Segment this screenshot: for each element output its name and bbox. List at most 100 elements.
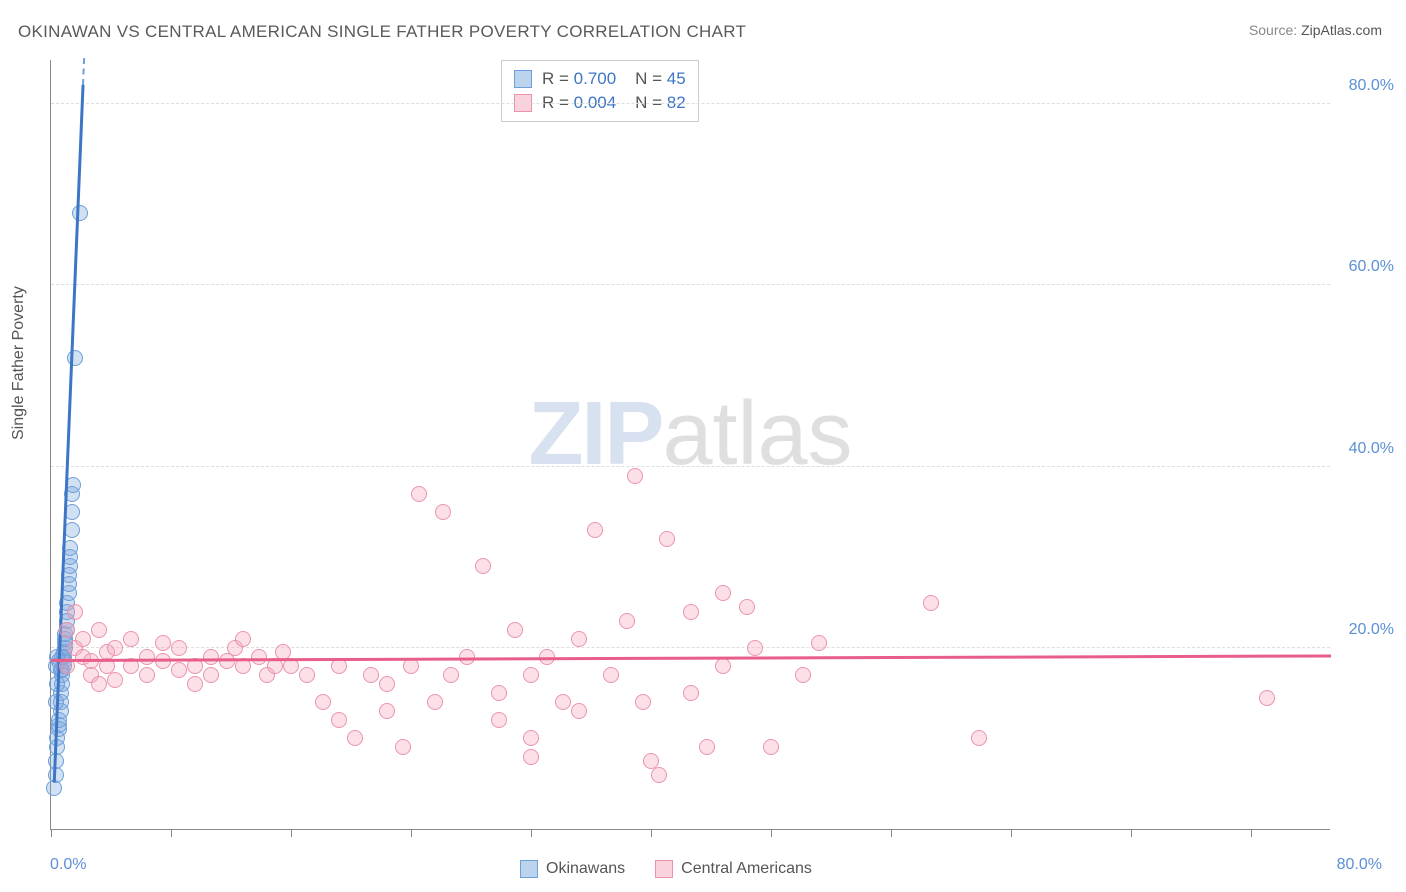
- corr-text: R = 0.700 N = 45: [542, 69, 686, 89]
- scatter-point: [571, 703, 587, 719]
- scatter-point: [219, 653, 235, 669]
- legend-item: Okinawans: [520, 860, 625, 878]
- scatter-point: [523, 749, 539, 765]
- scatter-point: [763, 739, 779, 755]
- scatter-point: [523, 730, 539, 746]
- scatter-point: [75, 631, 91, 647]
- scatter-point: [171, 662, 187, 678]
- scatter-point: [107, 640, 123, 656]
- y-tick-label: 80.0%: [1349, 77, 1394, 95]
- corr-row: R = 0.700 N = 45: [514, 67, 686, 91]
- scatter-point: [435, 504, 451, 520]
- scatter-point: [91, 676, 107, 692]
- scatter-point: [475, 558, 491, 574]
- scatter-point: [699, 739, 715, 755]
- chart-title: OKINAWAN VS CENTRAL AMERICAN SINGLE FATH…: [18, 22, 746, 42]
- plot-area: ZIPatlas R = 0.700 N = 45 R = 0.004 N = …: [50, 60, 1330, 830]
- scatter-point: [155, 635, 171, 651]
- scatter-point: [923, 595, 939, 611]
- scatter-point: [747, 640, 763, 656]
- x-tick: [891, 829, 892, 837]
- scatter-point: [123, 631, 139, 647]
- scatter-point: [683, 604, 699, 620]
- scatter-point: [315, 694, 331, 710]
- scatter-point: [203, 649, 219, 665]
- scatter-point: [59, 622, 75, 638]
- scatter-point: [46, 780, 62, 796]
- scatter-point: [811, 635, 827, 651]
- scatter-point: [251, 649, 267, 665]
- scatter-point: [235, 631, 251, 647]
- legend-label: Okinawans: [546, 860, 625, 878]
- scatter-point: [403, 658, 419, 674]
- scatter-point: [971, 730, 987, 746]
- r-label: R =: [542, 69, 569, 88]
- scatter-point: [443, 667, 459, 683]
- watermark-zip: ZIP: [528, 384, 662, 484]
- scatter-point: [715, 585, 731, 601]
- n-value: 45: [667, 69, 686, 88]
- y-tick-label: 40.0%: [1349, 440, 1394, 458]
- x-tick: [1251, 829, 1252, 837]
- source-attribution: Source: ZipAtlas.com: [1249, 22, 1382, 38]
- scatter-point: [91, 622, 107, 638]
- x-tick: [771, 829, 772, 837]
- source-label: Source:: [1249, 22, 1297, 38]
- y-tick-label: 20.0%: [1349, 621, 1394, 639]
- gridline: [51, 103, 1330, 104]
- scatter-point: [627, 468, 643, 484]
- x-tick: [291, 829, 292, 837]
- x-tick: [411, 829, 412, 837]
- r-value: 0.700: [574, 69, 617, 88]
- scatter-point: [715, 658, 731, 674]
- correlation-box: R = 0.700 N = 45 R = 0.004 N = 82: [501, 60, 699, 122]
- scatter-point: [571, 631, 587, 647]
- scatter-point: [587, 522, 603, 538]
- watermark-atlas: atlas: [662, 384, 852, 484]
- scatter-point: [187, 676, 203, 692]
- x-tick: [1131, 829, 1132, 837]
- x-tick: [651, 829, 652, 837]
- scatter-point: [411, 486, 427, 502]
- scatter-point: [139, 649, 155, 665]
- scatter-point: [491, 712, 507, 728]
- scatter-point: [603, 667, 619, 683]
- scatter-point: [491, 685, 507, 701]
- n-label: N =: [635, 69, 662, 88]
- scatter-point: [739, 599, 755, 615]
- scatter-point: [683, 685, 699, 701]
- legend-label: Central Americans: [681, 860, 812, 878]
- legend-item: Central Americans: [655, 860, 812, 878]
- scatter-point: [139, 667, 155, 683]
- x-tick: [1011, 829, 1012, 837]
- scatter-point: [363, 667, 379, 683]
- scatter-point: [1259, 690, 1275, 706]
- swatch-icon: [514, 70, 532, 88]
- scatter-point: [659, 531, 675, 547]
- x-axis-origin-label: 0.0%: [50, 856, 86, 874]
- scatter-point: [299, 667, 315, 683]
- scatter-point: [507, 622, 523, 638]
- y-axis-label: Single Father Poverty: [10, 286, 28, 440]
- scatter-point: [64, 522, 80, 538]
- source-value: ZipAtlas.com: [1301, 22, 1382, 38]
- gridline: [51, 466, 1330, 467]
- scatter-point: [331, 712, 347, 728]
- swatch-icon: [655, 860, 673, 878]
- scatter-point: [171, 640, 187, 656]
- scatter-point: [523, 667, 539, 683]
- gridline: [51, 284, 1330, 285]
- scatter-point: [83, 653, 99, 669]
- scatter-point: [107, 672, 123, 688]
- trend-line: [51, 654, 1331, 661]
- scatter-point: [619, 613, 635, 629]
- watermark: ZIPatlas: [528, 383, 852, 486]
- x-tick: [51, 829, 52, 837]
- scatter-point: [65, 477, 81, 493]
- x-tick: [531, 829, 532, 837]
- y-tick-label: 60.0%: [1349, 258, 1394, 276]
- scatter-point: [72, 205, 88, 221]
- scatter-point: [155, 653, 171, 669]
- scatter-point: [203, 667, 219, 683]
- scatter-point: [379, 703, 395, 719]
